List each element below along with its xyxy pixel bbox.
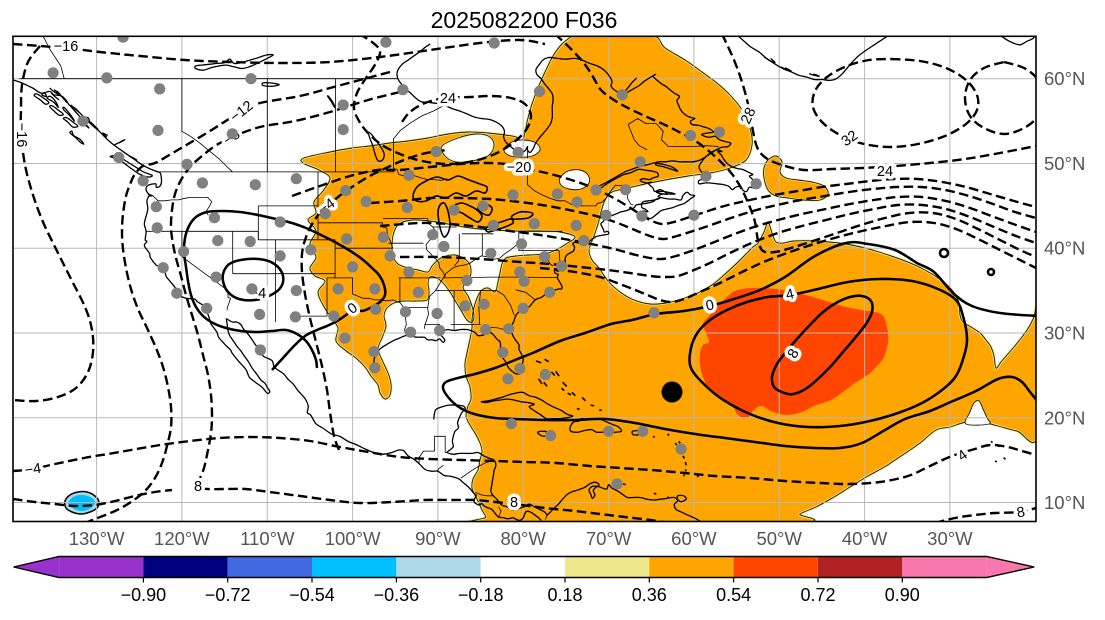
svg-text:30°N: 30°N	[1044, 323, 1085, 344]
svg-text:2025082200 F036: 2025082200 F036	[431, 7, 618, 33]
svg-text:0.72: 0.72	[800, 585, 835, 605]
svg-text:−16: −16	[54, 39, 79, 55]
svg-text:50°W: 50°W	[756, 528, 802, 549]
svg-text:20°N: 20°N	[1044, 407, 1085, 428]
svg-text:90°W: 90°W	[415, 528, 461, 549]
svg-text:−16: −16	[13, 123, 29, 148]
svg-text:−20: −20	[507, 160, 532, 176]
svg-text:−4: −4	[24, 461, 43, 479]
svg-text:−0.54: −0.54	[289, 585, 335, 605]
svg-text:120°W: 120°W	[154, 528, 210, 549]
svg-text:10°N: 10°N	[1044, 492, 1085, 513]
svg-text:−0.72: −0.72	[205, 585, 251, 605]
svg-text:40°N: 40°N	[1044, 238, 1085, 259]
svg-text:50°N: 50°N	[1044, 153, 1085, 174]
svg-text:24: 24	[877, 164, 893, 180]
svg-text:8: 8	[194, 479, 202, 495]
svg-text:−0.18: −0.18	[458, 585, 504, 605]
svg-text:8: 8	[510, 495, 518, 511]
svg-text:24: 24	[440, 91, 456, 107]
svg-text:−0.90: −0.90	[121, 585, 167, 605]
svg-text:0.18: 0.18	[547, 585, 582, 605]
svg-text:0.36: 0.36	[632, 585, 667, 605]
svg-text:60°N: 60°N	[1044, 68, 1085, 89]
svg-text:80°W: 80°W	[500, 528, 546, 549]
svg-text:40°W: 40°W	[842, 528, 888, 549]
svg-text:130°W: 130°W	[69, 528, 125, 549]
svg-text:110°W: 110°W	[240, 528, 295, 549]
svg-text:70°W: 70°W	[586, 528, 632, 549]
svg-text:0.90: 0.90	[885, 585, 920, 605]
svg-text:−0.36: −0.36	[374, 585, 420, 605]
svg-text:100°W: 100°W	[325, 528, 381, 549]
svg-text:0.54: 0.54	[716, 585, 751, 605]
svg-text:60°W: 60°W	[671, 528, 717, 549]
svg-text:30°W: 30°W	[927, 528, 973, 549]
